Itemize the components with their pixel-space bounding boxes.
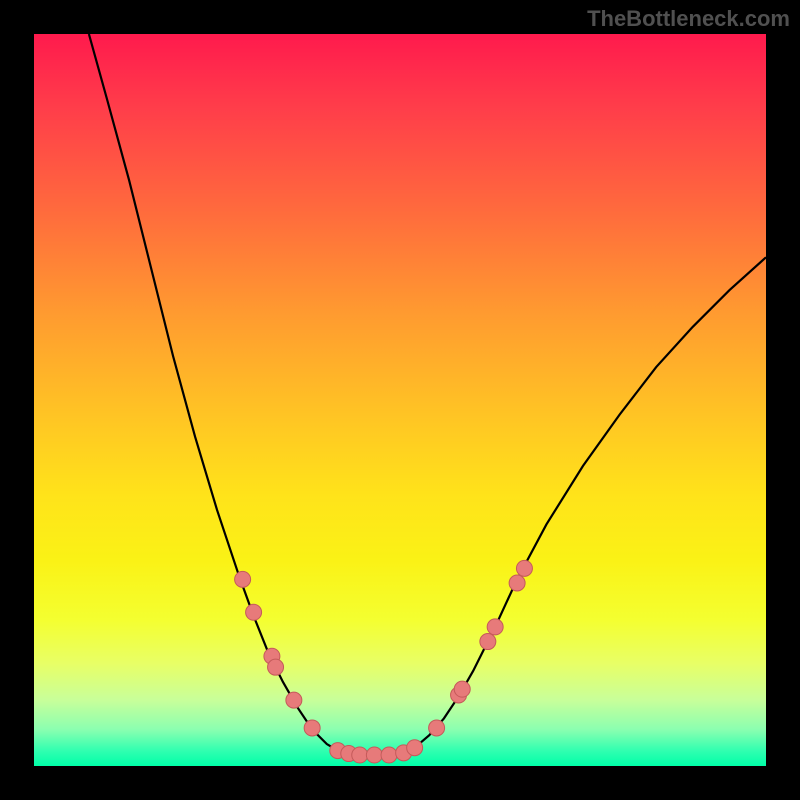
marker-point — [429, 720, 445, 736]
marker-point — [268, 659, 284, 675]
marker-point — [381, 747, 397, 763]
curve-markers — [235, 560, 533, 763]
marker-point — [304, 720, 320, 736]
marker-point — [480, 634, 496, 650]
marker-point — [366, 747, 382, 763]
marker-point — [487, 619, 503, 635]
chart-overlay — [34, 34, 766, 766]
marker-point — [509, 575, 525, 591]
watermark-text: TheBottleneck.com — [587, 6, 790, 32]
marker-point — [516, 560, 532, 576]
marker-point — [407, 740, 423, 756]
marker-point — [286, 692, 302, 708]
marker-point — [235, 571, 251, 587]
bottleneck-curve — [89, 34, 766, 756]
plot-area — [34, 34, 766, 766]
marker-point — [454, 681, 470, 697]
marker-point — [352, 747, 368, 763]
marker-point — [246, 604, 262, 620]
